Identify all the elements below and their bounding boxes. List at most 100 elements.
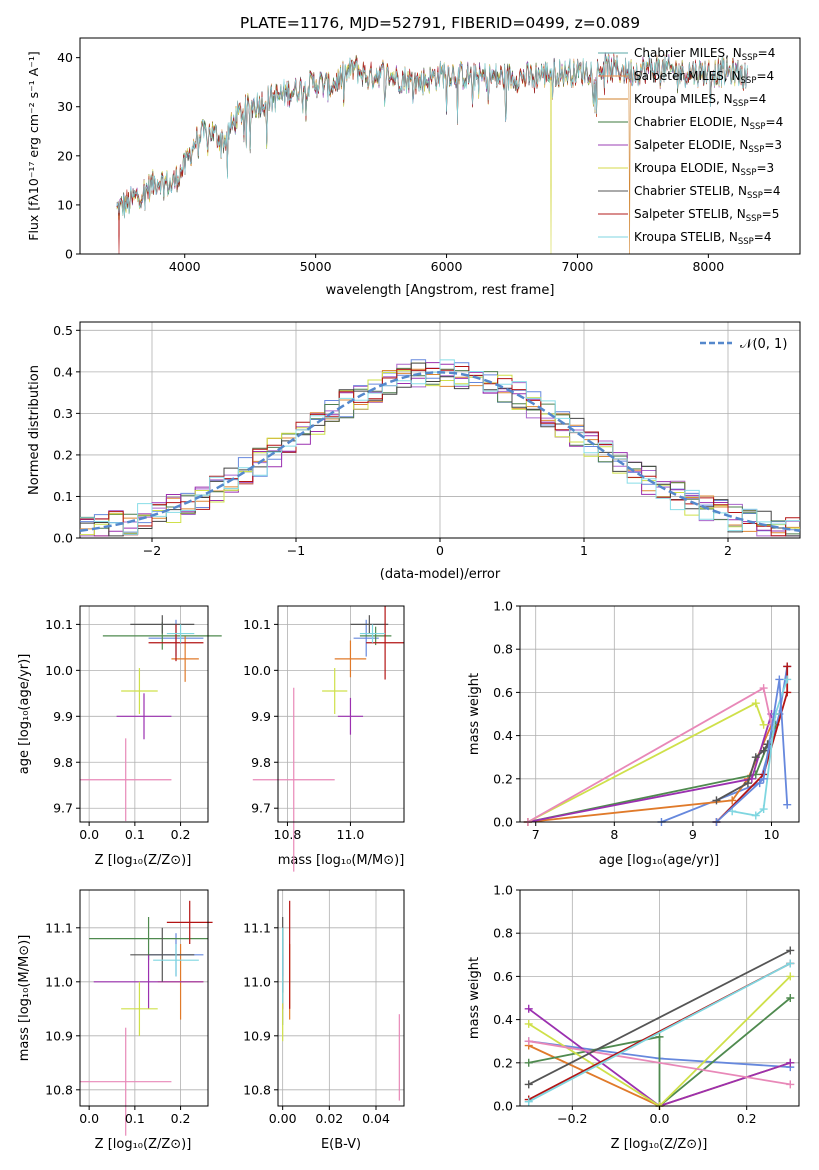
spectrum-frame (79, 37, 801, 255)
z-weight-xlabel: Z [log₁₀(Z/Z⊙)] (611, 1137, 708, 1152)
z-weight-series-line (528, 1040, 791, 1086)
ebv-mass-frame (277, 889, 405, 1107)
legend-entry-sub: SSP (748, 145, 764, 155)
spectrum-xtick-label: 5000 (300, 259, 332, 274)
spectrum-panel: PLATE=1176, MJD=52791, FIBERID=0499, z=0… (26, 14, 801, 298)
legend-entry-suffix: =4 (749, 92, 767, 106)
residuals-ytick-label: 0.1 (53, 489, 73, 504)
z-weight-panel: mass weight Z [log₁₀(Z/Z⊙)] −0.2 0.0 0.2 0.… (467, 883, 800, 1152)
z-weight-ytick-label: 0.0 (493, 1099, 513, 1114)
legend-entry-name: Chabrier STELIB, N (634, 184, 747, 198)
z-age-ylabel: age [log₁₀(age/yr)] (17, 654, 32, 775)
age-weight-panel: mass weight age [log₁₀(age/yr)] 7 8 9 10 0.0… (467, 599, 800, 868)
legend-entry: Kroupa MILES, NSSP=4 (634, 92, 766, 109)
z-weight-xtick-label: 0.0 (650, 1111, 670, 1126)
age-weight-ytick-label: 0.6 (493, 685, 513, 700)
z-weight-xtick-label: 0.2 (737, 1111, 757, 1126)
z-weight-marker (786, 959, 795, 968)
legend-entry-suffix: =4 (763, 184, 781, 198)
age-weight-ytick-label: 1.0 (493, 599, 513, 614)
mass-age-ytick-label: 9.9 (251, 709, 271, 724)
age-weight-axes-group (520, 605, 799, 823)
age-weight-marker (775, 675, 784, 684)
ebv-mass-xtick-label: 0.04 (362, 1111, 390, 1126)
mass-age-xlabel: mass [log₁₀(M/M⊙)] (278, 853, 405, 868)
spectrum-series-line (116, 53, 748, 254)
spectrum-series-line (116, 54, 748, 254)
legend-entry: Chabrier MILES, NSSP=4 (634, 46, 775, 63)
z-weight-marker (786, 972, 795, 981)
z-weight-marker (524, 1058, 533, 1067)
z-mass-ytick-label: 10.9 (45, 1028, 73, 1043)
z-age-ytick-label: 10.0 (45, 663, 73, 678)
mass-age-ytick-label: 10.0 (243, 663, 271, 678)
spectrum-ylabel: Flux [fλ10⁻¹⁷ erg cm⁻² s⁻¹ A⁻¹] (26, 51, 41, 240)
age-weight-marker (759, 720, 768, 729)
z-mass-ytick-label: 11.0 (45, 974, 73, 989)
spectrum-axes: 4000 5000 6000 7000 8000 0 10 20 30 40 (57, 37, 801, 274)
gauss-legend-label: 𝒩(0, 1) (740, 337, 787, 352)
legend-entry-name: Salpeter STELIB, N (634, 207, 746, 221)
age-weight-marker (759, 805, 768, 814)
residuals-panel: −2 −1 0 1 2 0.0 0.1 0.2 0.3 0.4 0.5 𝒩(0, 1) (data-… (27, 321, 801, 582)
ebv-mass-xlabel: E(B-V) (321, 1137, 361, 1152)
legend-entry: Salpeter ELODIE, NSSP=3 (634, 138, 782, 155)
age-weight-ytick-label: 0.8 (493, 642, 513, 657)
mass-age-xtick-label: 10.8 (274, 827, 302, 842)
residuals-xlabel: (data-model)/error (380, 567, 501, 582)
residuals-xtick-label: 1 (580, 543, 588, 558)
z-weight-marker (524, 1097, 533, 1106)
z-weight-marker (786, 946, 795, 955)
z-weight-xtick-label: −0.2 (557, 1111, 587, 1126)
legend-entry-suffix: =5 (762, 207, 780, 221)
legend-entry-sub: SSP (742, 53, 758, 63)
residuals-xtick-label: −2 (143, 543, 161, 558)
z-weight-marker (524, 1037, 533, 1046)
z-age-frame (79, 605, 209, 823)
z-weight-marker (786, 994, 795, 1002)
z-age-ytick-label: 9.7 (53, 801, 73, 816)
legend-entry-sub: SSP (746, 214, 762, 224)
spectrum-xtick-label: 4000 (169, 259, 201, 274)
legend-entry-suffix: =4 (754, 230, 772, 244)
age-weight-marker (783, 675, 792, 684)
z-weight-marker (655, 1032, 664, 1041)
z-weight-ytick-label: 0.8 (493, 926, 513, 941)
z-mass-xtick-label: 0.2 (171, 1111, 191, 1126)
z-mass-ylabel: mass [log₁₀(M/M⊙)] (17, 935, 32, 1062)
mass-age-panel: mass [log₁₀(M/M⊙)] 10.8 11.0 9.7 9.8 9.9 10.0… (243, 605, 405, 872)
age-weight-marker (759, 774, 768, 783)
age-weight-ylabel: mass weight (467, 673, 482, 755)
legend-entry: Chabrier ELODIE, NSSP=4 (634, 115, 783, 132)
z-weight-ytick-label: 0.2 (493, 1055, 513, 1070)
age-weight-series-line (527, 686, 773, 823)
z-age-xlabel: Z [log₁₀(Z/Z⊙)] (95, 853, 192, 868)
ebv-mass-ytick-label: 11.0 (243, 974, 271, 989)
ebv-mass-ytick-label: 10.8 (243, 1082, 271, 1097)
age-weight-marker (783, 662, 792, 671)
residuals-ytick-label: 0.5 (53, 323, 73, 338)
mass-age-xtick-label: 11.0 (337, 827, 365, 842)
ebv-mass-ytick-label: 11.1 (243, 920, 271, 935)
age-weight-xlabel: age [log₁₀(age/yr)] (599, 853, 720, 868)
legend-entry-suffix: =4 (758, 46, 776, 60)
residuals-ylabel: Normed distribution (27, 365, 42, 495)
residuals-ytick-label: 0.4 (53, 364, 73, 379)
legend-entry: Kroupa STELIB, NSSP=4 (634, 230, 772, 247)
age-weight-marker (771, 710, 780, 718)
z-mass-ytick-label: 11.1 (45, 920, 73, 935)
legend-entry: Salpeter STELIB, NSSP=5 (634, 207, 779, 224)
ebv-mass-xtick-label: 0.00 (269, 1111, 297, 1126)
z-weight-marker (786, 1080, 795, 1089)
legend-entry-sub: SSP (750, 122, 766, 132)
z-mass-ytick-label: 10.8 (45, 1082, 73, 1097)
spectrum-ytick-label: 0 (65, 247, 73, 262)
residuals-axes-group (80, 322, 800, 539)
legend-entry-sub: SSP (741, 168, 757, 178)
z-age-panel: age [log₁₀(age/yr)] Z [log₁₀(Z/Z⊙)] 0.0 0… (17, 605, 222, 868)
age-weight-marker (728, 796, 737, 805)
mass-age-ytick-label: 9.8 (251, 755, 271, 770)
legend-entry-sub: SSP (738, 237, 754, 247)
